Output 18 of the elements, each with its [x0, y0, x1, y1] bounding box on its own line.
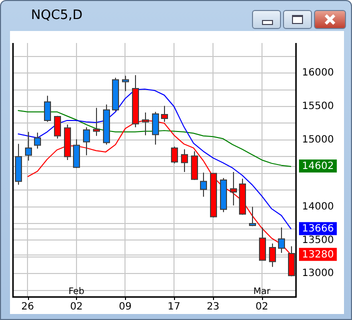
y-tick-label: 15000 [302, 134, 334, 146]
y-tick-label: 14602 [302, 161, 334, 172]
x-tick-label: 02 [255, 302, 268, 313]
x-tick-label: 17 [168, 302, 180, 313]
x-tick-label: 26 [21, 302, 34, 313]
y-tick-label: 13280 [302, 249, 334, 260]
y-tick-label: 14000 [302, 201, 334, 212]
y-tick-label: 13666 [302, 224, 334, 235]
chart-title: NQC5,D [31, 8, 82, 23]
x-tick-label: 02 [70, 302, 83, 313]
annotation: Feb [68, 286, 85, 297]
y-tick-label: 16000 [302, 68, 334, 79]
annotation: Mar [253, 286, 271, 297]
y-tick-label: 15500 [302, 101, 334, 112]
x-tick-label: 09 [118, 302, 132, 313]
y-tick-label: 13000 [302, 268, 334, 280]
y-tick-label: 13500 [302, 234, 334, 246]
x-tick-label: 23 [206, 302, 220, 313]
